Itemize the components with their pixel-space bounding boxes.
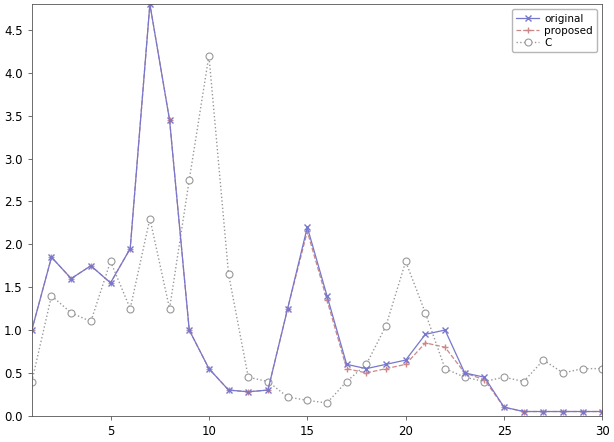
C [48,293,55,298]
C [579,366,586,371]
original [126,246,134,251]
proposed [225,388,232,393]
original [461,370,468,376]
proposed [244,389,252,394]
original [244,389,252,394]
C [205,53,212,58]
C [68,310,75,316]
C [225,272,232,277]
proposed [599,409,606,414]
original [422,332,429,337]
C [107,259,114,264]
proposed [441,345,449,350]
original [540,409,547,414]
original [303,225,311,230]
original [225,388,232,393]
proposed [166,117,173,122]
original [500,404,508,410]
proposed [284,306,291,311]
C [500,374,508,380]
proposed [383,366,390,371]
original [87,263,95,268]
proposed [28,328,36,333]
proposed [264,388,271,393]
C [126,306,134,311]
original [363,366,370,371]
original [559,409,567,414]
proposed [87,263,95,268]
proposed [461,370,468,376]
proposed [559,409,567,414]
C [264,379,271,384]
original [146,1,154,7]
Line: proposed: proposed [28,1,606,415]
C [87,319,95,324]
C [284,394,291,400]
original [402,358,410,363]
proposed [107,280,114,286]
C [303,398,311,403]
proposed [579,409,586,414]
proposed [520,409,527,414]
C [324,400,331,406]
C [481,379,488,384]
original [166,117,173,122]
original [343,362,351,367]
original [599,409,606,414]
C [146,216,154,221]
original [264,388,271,393]
proposed [205,366,212,371]
original [520,409,527,414]
C [559,370,567,376]
C [441,366,449,371]
original [185,328,193,333]
proposed [540,409,547,414]
proposed [68,276,75,281]
proposed [343,366,351,371]
C [402,259,410,264]
C [185,177,193,183]
original [68,276,75,281]
C [28,379,36,384]
original [324,293,331,298]
C [422,310,429,316]
Line: C: C [28,52,606,406]
proposed [500,404,508,410]
C [244,374,252,380]
proposed [363,370,370,376]
C [383,323,390,328]
original [383,362,390,367]
original [107,280,114,286]
C [363,362,370,367]
original [441,328,449,333]
original [205,366,212,371]
C [520,379,527,384]
proposed [481,377,488,382]
C [166,306,173,311]
Line: original: original [28,1,606,415]
Legend: original, proposed, C: original, proposed, C [512,9,597,52]
original [579,409,586,414]
proposed [48,255,55,260]
C [540,358,547,363]
proposed [402,362,410,367]
proposed [185,328,193,333]
original [48,255,55,260]
proposed [303,229,311,234]
original [284,306,291,311]
C [599,366,606,371]
proposed [422,340,429,346]
original [481,374,488,380]
proposed [324,297,331,303]
original [28,328,36,333]
proposed [146,1,154,7]
proposed [126,246,134,251]
C [343,379,351,384]
C [461,374,468,380]
